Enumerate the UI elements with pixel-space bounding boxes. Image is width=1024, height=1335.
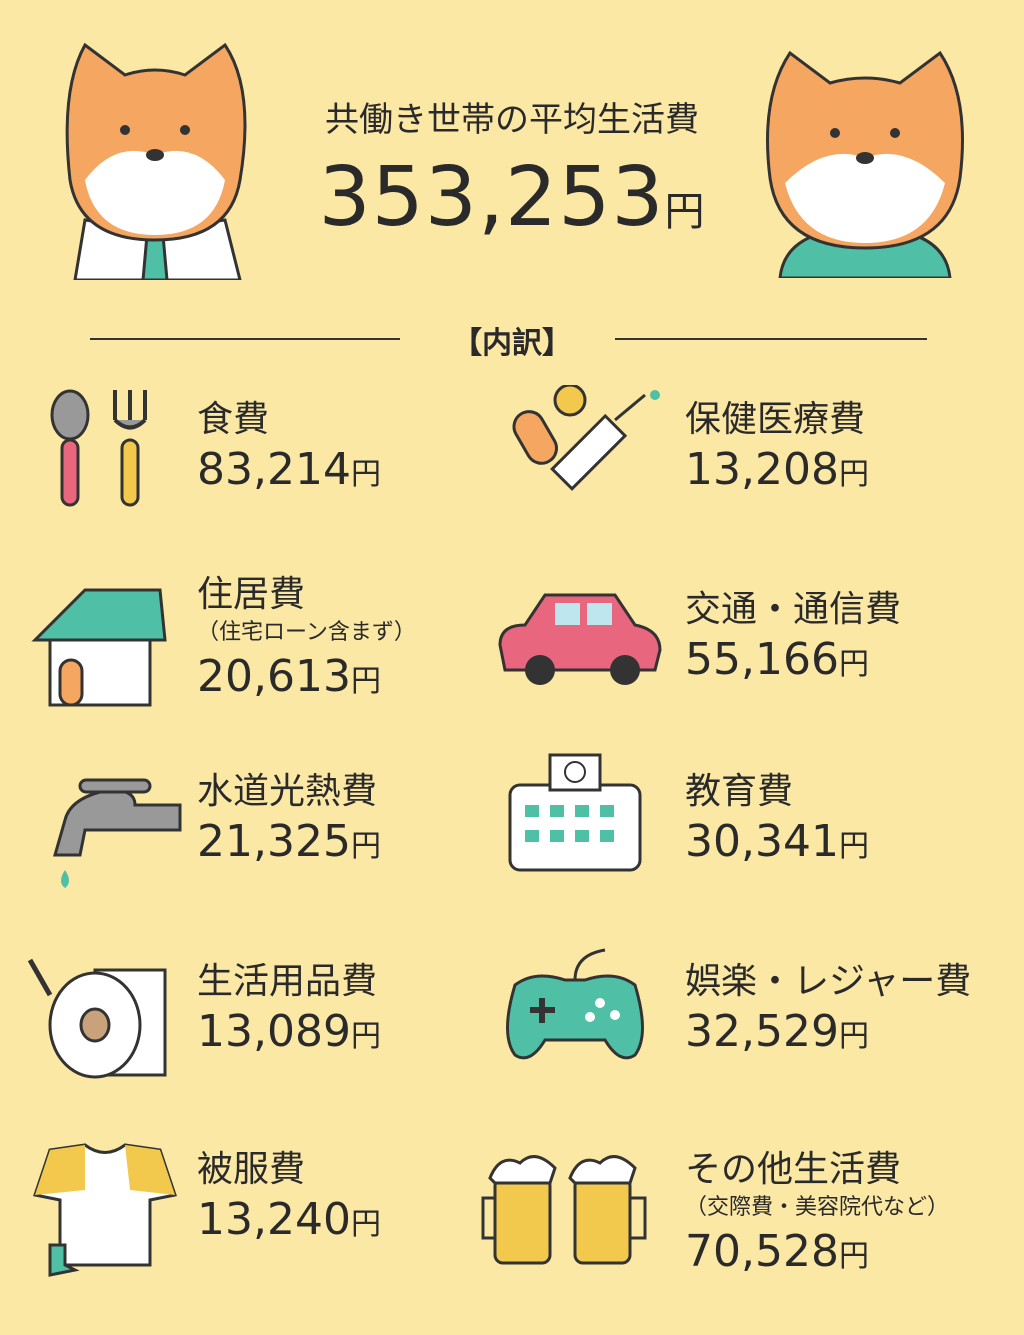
expense-item: 教育費 30,341円 bbox=[685, 770, 869, 875]
expense-value: 30,341 bbox=[685, 816, 839, 867]
expense-unit: 円 bbox=[350, 1207, 381, 1242]
beer-mugs-icon bbox=[481, 1155, 647, 1265]
expense-item: 交通・通信費 55,166円 bbox=[685, 588, 901, 693]
game-controller-icon bbox=[506, 948, 644, 1060]
expense-note: （交際費・美容院代など） bbox=[685, 1195, 950, 1220]
expense-value: 32,529 bbox=[685, 1006, 839, 1057]
expense-item: その他生活費 （交際費・美容院代など） 70,528円 bbox=[685, 1148, 949, 1285]
expense-amount: 21,325円 bbox=[197, 814, 381, 875]
expense-value: 55,166 bbox=[685, 634, 839, 685]
expense-label: 娯楽・レジャー費 bbox=[685, 961, 972, 1002]
expense-label: 教育費 bbox=[685, 771, 794, 812]
expense-amount: 20,613円 bbox=[197, 649, 416, 710]
expense-item: 娯楽・レジャー費 32,529円 bbox=[685, 960, 971, 1065]
school-icon bbox=[508, 753, 642, 872]
tshirt-icon bbox=[33, 1143, 177, 1277]
expense-value: 20,613 bbox=[197, 651, 351, 702]
total-value: 353,253 bbox=[318, 150, 665, 245]
expense-label: 水道光熱費 bbox=[197, 771, 378, 812]
section-label: 【内訳】 bbox=[452, 326, 572, 361]
expense-item: 被服費 13,240円 bbox=[197, 1148, 381, 1253]
expense-label: 食費 bbox=[197, 399, 270, 440]
faucet-icon bbox=[53, 778, 182, 888]
spoon-fork-icon bbox=[50, 389, 147, 507]
shiba-dog-shirt-icon bbox=[65, 42, 247, 280]
expense-amount: 13,089円 bbox=[197, 1004, 381, 1065]
expense-item: 保健医療費 13,208円 bbox=[685, 398, 869, 503]
expense-label: 生活用品費 bbox=[197, 961, 378, 1002]
expense-unit: 円 bbox=[838, 829, 869, 864]
expense-unit: 円 bbox=[838, 647, 869, 682]
pill-syringe-icon bbox=[512, 385, 660, 491]
expense-unit: 円 bbox=[838, 457, 869, 492]
expense-amount: 30,341円 bbox=[685, 814, 869, 875]
total-unit: 円 bbox=[664, 189, 706, 235]
expense-unit: 円 bbox=[838, 1019, 869, 1054]
expense-value: 70,528 bbox=[685, 1226, 839, 1277]
total-amount: 353,253円 bbox=[0, 150, 1024, 245]
expense-item: 住居費 （住宅ローン含まず） 20,613円 bbox=[197, 573, 416, 710]
page-title: 共働き世帯の平均生活費 bbox=[325, 100, 699, 140]
expense-label: 被服費 bbox=[197, 1149, 306, 1190]
expense-amount: 32,529円 bbox=[685, 1004, 971, 1065]
shiba-dog-sweater-icon bbox=[766, 50, 964, 278]
expense-label: その他生活費 bbox=[685, 1149, 902, 1190]
expense-unit: 円 bbox=[350, 829, 381, 864]
expense-unit: 円 bbox=[350, 1019, 381, 1054]
divider-left bbox=[90, 338, 400, 340]
expense-unit: 円 bbox=[350, 664, 381, 699]
expense-amount: 13,208円 bbox=[685, 442, 869, 503]
expense-note: （住宅ローン含まず） bbox=[197, 620, 416, 645]
toilet-paper-icon bbox=[27, 958, 167, 1079]
expense-amount: 13,240円 bbox=[197, 1192, 381, 1253]
expense-value: 83,214 bbox=[197, 444, 351, 495]
expense-value: 21,325 bbox=[197, 816, 351, 867]
expense-item: 食費 83,214円 bbox=[197, 398, 381, 503]
expense-unit: 円 bbox=[350, 457, 381, 492]
expense-value: 13,208 bbox=[685, 444, 839, 495]
house-icon bbox=[31, 588, 167, 707]
expense-value: 13,089 bbox=[197, 1006, 351, 1057]
expense-item: 生活用品費 13,089円 bbox=[197, 960, 381, 1065]
expense-amount: 83,214円 bbox=[197, 442, 381, 503]
expense-label: 保健医療費 bbox=[685, 399, 866, 440]
expense-amount: 70,528円 bbox=[685, 1224, 949, 1285]
expense-value: 13,240 bbox=[197, 1194, 351, 1245]
expense-amount: 55,166円 bbox=[685, 632, 901, 693]
expense-label: 住居費 bbox=[197, 574, 306, 615]
expense-item: 水道光熱費 21,325円 bbox=[197, 770, 381, 875]
car-icon bbox=[498, 593, 662, 685]
expense-unit: 円 bbox=[838, 1239, 869, 1274]
expense-label: 交通・通信費 bbox=[685, 589, 902, 630]
divider-right bbox=[615, 338, 927, 340]
